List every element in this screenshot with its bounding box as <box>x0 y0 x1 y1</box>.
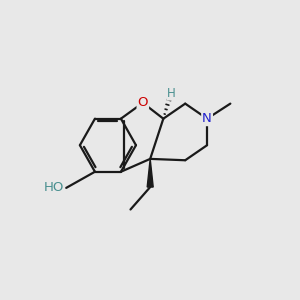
Text: O: O <box>138 96 148 109</box>
Text: N: N <box>202 112 212 125</box>
Text: HO: HO <box>44 182 64 194</box>
Polygon shape <box>147 159 153 187</box>
Text: H: H <box>167 87 176 100</box>
